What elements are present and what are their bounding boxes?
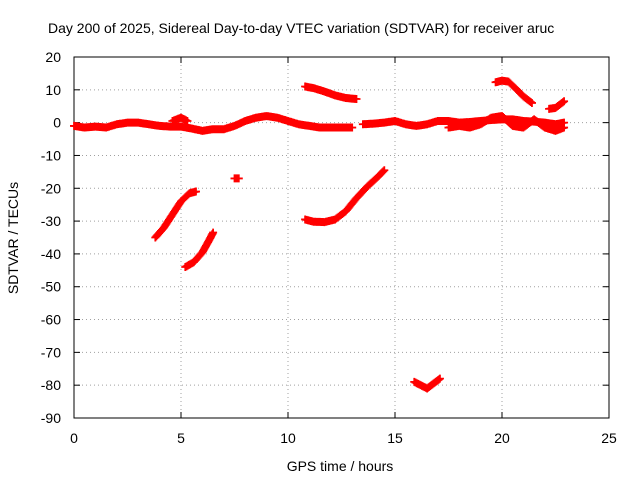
series-main-band-bump xyxy=(168,113,192,125)
series-arc-19-7-21-4 xyxy=(491,76,536,107)
y-tick-label: -10 xyxy=(41,147,61,163)
series-core xyxy=(304,169,386,224)
x-tick-label: 5 xyxy=(177,430,185,446)
x-tick-label: 0 xyxy=(70,430,78,446)
x-tick-label: 10 xyxy=(280,430,296,446)
plot-frame xyxy=(73,56,610,419)
series-arc-22-2-22-9 xyxy=(545,97,569,113)
x-axis-label: GPS time / hours xyxy=(287,458,394,474)
y-tick-label: 20 xyxy=(45,49,61,65)
series-core xyxy=(413,377,441,391)
series-core xyxy=(184,231,215,269)
y-tick-label: -50 xyxy=(41,279,61,295)
series-core xyxy=(304,84,357,101)
series-core xyxy=(154,190,197,239)
series-core xyxy=(171,116,189,123)
y-tick-label: -80 xyxy=(41,377,61,393)
y-tick-label: 0 xyxy=(53,115,61,131)
series-segment-10-8-14-5 xyxy=(301,166,389,227)
series-main-band xyxy=(70,112,357,135)
x-tick-label: 15 xyxy=(387,430,403,446)
y-tick-label: -20 xyxy=(41,180,61,196)
series-main-band-right-spread xyxy=(444,112,569,135)
series-core xyxy=(448,114,565,133)
y-axis-label: SDTVAR / TECUs xyxy=(5,182,21,294)
series-segment-5-2-6-5 xyxy=(181,228,218,272)
y-tick-labels: 20 10 0 -10 -20 -30 -40 -50 -60 -70 -80 -90 xyxy=(41,49,61,426)
y-tick-label: -40 xyxy=(41,246,61,262)
x-tick-labels: 0 5 10 15 20 25 xyxy=(70,430,617,446)
series-core xyxy=(495,79,533,105)
x-tick-label: 25 xyxy=(601,430,617,446)
y-tick-label: -90 xyxy=(41,410,61,426)
series-core xyxy=(548,100,566,111)
series-arc-10-8-13-2 xyxy=(301,82,361,104)
axis-ticks xyxy=(73,56,610,419)
y-tick-label: -30 xyxy=(41,213,61,229)
chart-title: Day 200 of 2025, Sidereal Day-to-day VTE… xyxy=(48,20,554,36)
series-segment-15-9-17-1 xyxy=(410,374,444,393)
y-tick-label: -70 xyxy=(41,344,61,360)
series-core xyxy=(73,114,353,133)
x-tick-label: 20 xyxy=(494,430,510,446)
series-point-7-6 xyxy=(230,174,243,183)
series-segment-3-8-5-7 xyxy=(151,187,200,242)
y-tick-label: -60 xyxy=(41,312,61,328)
y-tick-label: 10 xyxy=(45,82,61,98)
data-series xyxy=(70,76,569,393)
